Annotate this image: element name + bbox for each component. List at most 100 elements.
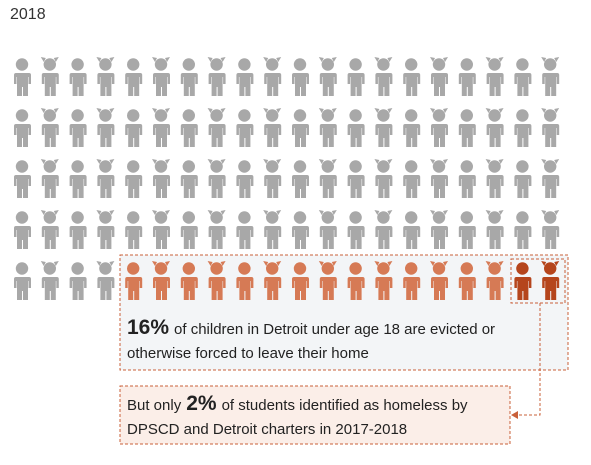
person-icon: [207, 159, 226, 198]
person-icon: [541, 210, 560, 249]
person-icon: [69, 262, 87, 300]
person-icon: [347, 109, 365, 147]
person-icon: [14, 109, 31, 147]
person-icon: [514, 211, 532, 249]
person-icon: [374, 108, 393, 147]
person-icon: [96, 159, 115, 198]
person-icon: [458, 160, 476, 198]
person-icon: [263, 159, 282, 198]
value-label: 2%: [186, 392, 217, 415]
person-icon: [236, 109, 254, 147]
person-icon: [318, 108, 337, 147]
person-icon: [152, 57, 170, 96]
person-icon: [541, 108, 560, 147]
person-icon: [458, 109, 476, 147]
person-icon: [374, 57, 393, 96]
person-icon: [292, 109, 309, 147]
person-icon: [69, 160, 87, 198]
person-icon: [403, 262, 421, 300]
person-icon: [318, 159, 337, 198]
person-icon: [292, 262, 309, 300]
person-icon: [347, 262, 365, 300]
person-icon: [514, 160, 532, 198]
person-icon: [40, 261, 59, 300]
person-icon: [403, 211, 421, 249]
person-icon: [207, 108, 226, 147]
person-icon: [236, 58, 254, 96]
person-icon: [514, 58, 532, 96]
person-icon: [318, 57, 337, 96]
person-icon: [541, 159, 560, 198]
person-icon: [125, 109, 143, 147]
person-icon: [96, 261, 115, 300]
person-icon: [69, 211, 87, 249]
person-icon: [125, 160, 143, 198]
person-icon: [236, 160, 254, 198]
person-icon: [207, 57, 226, 96]
person-icon: [485, 159, 504, 198]
person-icon: [347, 160, 365, 198]
person-icon: [347, 58, 365, 96]
person-icon: [374, 159, 393, 198]
person-icon: [69, 58, 87, 96]
person-icon: [96, 108, 115, 147]
person-icon: [514, 262, 532, 300]
person-icon: [374, 210, 393, 249]
person-icon: [180, 160, 198, 198]
person-icon: [263, 210, 282, 249]
person-icon: [485, 57, 504, 96]
person-icon: [125, 262, 143, 300]
person-icon: [180, 211, 198, 249]
person-icon: [403, 160, 421, 198]
person-icon: [292, 211, 309, 249]
person-icon: [403, 109, 421, 147]
person-icon: [374, 261, 393, 300]
person-icon: [430, 108, 448, 147]
person-icon: [180, 262, 198, 300]
person-icon: [40, 108, 59, 147]
person-icon: [430, 57, 448, 96]
person-icon: [152, 159, 170, 198]
person-icon: [152, 261, 170, 300]
person-icon: [318, 210, 337, 249]
person-icon: [14, 58, 31, 96]
person-icon: [14, 211, 31, 249]
person-icon: [263, 57, 282, 96]
person-icon: [430, 261, 448, 300]
annotation-prefix: But only: [127, 397, 182, 414]
person-icon: [430, 210, 448, 249]
person-icon: [485, 210, 504, 249]
person-icon: [292, 58, 309, 96]
annotation-text: of students identified as homeless by DP…: [127, 397, 468, 438]
connector: [516, 303, 541, 416]
person-icon: [541, 261, 560, 300]
person-icon: [318, 261, 337, 300]
person-icon: [263, 261, 282, 300]
annotation: But only 2% of students identified as home…: [127, 392, 507, 442]
person-icon: [485, 108, 504, 147]
person-icon: [458, 58, 476, 96]
person-icon: [40, 159, 59, 198]
person-icon: [236, 262, 254, 300]
person-icon: [347, 211, 365, 249]
person-icon: [403, 58, 421, 96]
person-icon: [236, 211, 254, 249]
person-icon: [152, 108, 170, 147]
person-icon: [292, 160, 309, 198]
arrowhead: [511, 411, 518, 419]
person-icon: [40, 57, 59, 96]
person-icon: [125, 58, 143, 96]
annotation: 16% of children in Detroit under age 18 a…: [127, 316, 557, 366]
person-icon: [180, 58, 198, 96]
note-box: [119, 385, 511, 445]
person-icon: [180, 109, 198, 147]
person-icon: [458, 211, 476, 249]
person-icon: [207, 210, 226, 249]
person-icon: [430, 159, 448, 198]
person-icon: [96, 210, 115, 249]
person-icon: [152, 210, 170, 249]
person-icon: [207, 261, 226, 300]
person-icon: [14, 160, 31, 198]
